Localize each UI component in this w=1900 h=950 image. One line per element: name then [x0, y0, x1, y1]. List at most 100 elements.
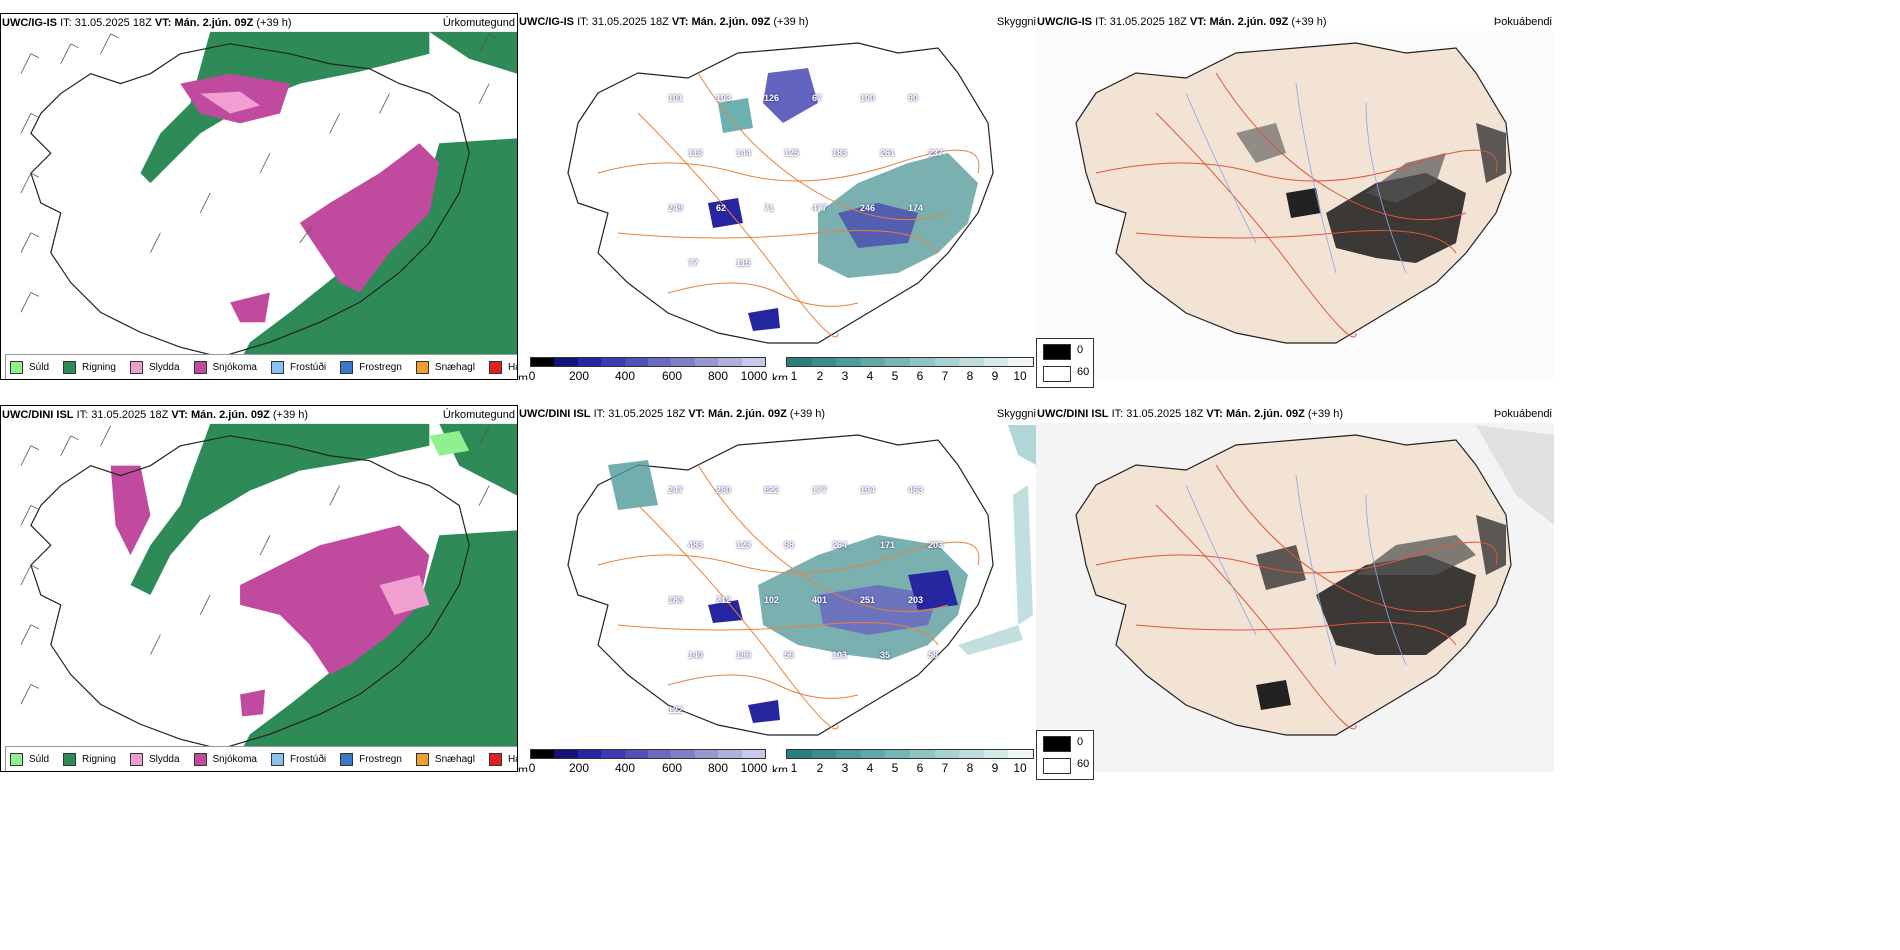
cloud-cover-legend: 0 60 — [1036, 730, 1094, 780]
valid-time: Mán. 2.jún. 09Z — [691, 16, 771, 28]
legend-swatch — [193, 360, 207, 374]
legend-item: Snæhagl — [415, 360, 475, 374]
cloud-swatch-white — [1043, 758, 1071, 774]
visibility-tick: 1 — [790, 369, 798, 380]
height-tick: 400 — [614, 369, 636, 380]
panel-title: Skyggni — [996, 16, 1036, 28]
height-tick: 200 — [568, 761, 590, 772]
model-name: UWC/IG-IS — [2, 17, 57, 29]
visibility-tick: 9 — [991, 369, 999, 380]
visibility-tick: 1 — [790, 761, 798, 772]
panel-header: UWC/DINI ISL IT: 31.05.2025 18Z VT: Mán.… — [518, 405, 1036, 423]
panel-header: UWC/IG-IS IT: 31.05.2025 18Z VT: Mán. 2.… — [1036, 13, 1554, 31]
height-unit: m — [518, 763, 528, 772]
legend-label: Frostúði — [289, 753, 327, 765]
visibility-colorbar: km 1 2 3 4 5 6 7 8 9 10 — [772, 357, 1036, 380]
init-time: 31.05.2025 18Z — [1126, 408, 1204, 420]
cloud-legend-label: 60 — [1077, 758, 1090, 770]
visibility-tick: 4 — [866, 369, 874, 380]
legend-label: Slydda — [148, 361, 180, 373]
visibility-tick: 10 — [1013, 761, 1027, 772]
legend-item: Frostregn — [340, 752, 402, 766]
init-time: 31.05.2025 18Z — [74, 17, 152, 29]
valid-time: Mán. 2.jún. 09Z — [1209, 16, 1289, 28]
legend-swatch — [63, 752, 77, 766]
legend-swatch — [129, 360, 143, 374]
legend-label: Snjókoma — [212, 361, 257, 373]
legend-label: Haglél — [507, 753, 517, 765]
init-time: 31.05.2025 18Z — [591, 16, 669, 28]
init-time-label: IT: — [60, 17, 72, 29]
precip-legend: Súld Rigning Slydda Snjókoma Frostúði Fr… — [5, 746, 517, 771]
fog-index-panel-bottom: UWC/DINI ISL IT: 31.05.2025 18Z VT: Mán.… — [1036, 405, 1554, 772]
legend-label: Súld — [29, 753, 50, 765]
legend-swatch — [488, 360, 502, 374]
precip-type-panel-top: UWC/IG-IS IT: 31.05.2025 18Z VT: Mán. 2.… — [0, 13, 518, 380]
fog-index-panel-top: UWC/IG-IS IT: 31.05.2025 18Z VT: Mán. 2.… — [1036, 13, 1554, 380]
visibility-tick: 6 — [916, 369, 924, 380]
cloud-base-panel-bottom: UWC/DINI ISL IT: 31.05.2025 18Z VT: Mán.… — [518, 405, 1036, 772]
valid-time-label: VT: — [1189, 16, 1207, 28]
valid-time-label: VT: — [688, 408, 705, 420]
height-bar — [530, 357, 766, 367]
init-time-label: IT: — [577, 16, 589, 28]
legend-swatch — [340, 752, 354, 766]
visibility-tick: 10 — [1013, 369, 1027, 380]
lead-time: (+39 h) — [773, 16, 809, 28]
legend-swatch — [129, 752, 143, 766]
height-bar — [530, 749, 766, 759]
panel-title: Þokuábendi — [1493, 16, 1552, 28]
visibility-unit: km — [772, 371, 788, 380]
legend-item: Snjókoma — [193, 752, 257, 766]
visibility-tick: 5 — [891, 761, 899, 772]
panel-header: UWC/IG-IS IT: 31.05.2025 18Z VT: Mán. 2.… — [518, 13, 1036, 31]
legend-item: Frostregn — [340, 360, 402, 374]
init-time: 31.05.2025 18Z — [91, 409, 169, 421]
height-tick: 400 — [614, 761, 636, 772]
legend-swatch — [415, 360, 429, 374]
lead-time: (+39 h) — [1291, 16, 1327, 28]
cloud-swatch-white — [1043, 366, 1071, 382]
legend-label: Snjókoma — [212, 753, 257, 765]
cloud-base-map — [567, 42, 994, 344]
visibility-tick: 9 — [991, 761, 999, 772]
legend-swatch — [270, 360, 284, 374]
cloud-base-map — [567, 425, 1036, 736]
height-colorbar: m 0 200 400 600 800 1000 — [518, 357, 768, 380]
height-tick: 1000 — [740, 369, 768, 380]
height-tick: 200 — [568, 369, 590, 380]
visibility-tick: 3 — [841, 761, 849, 772]
legend-swatch — [10, 360, 23, 374]
lead-time: (+39 h) — [789, 408, 826, 420]
model-name: UWC/DINI ISL — [1037, 408, 1109, 420]
lead-time: (+39 h) — [1307, 408, 1344, 420]
cloud-cover-legend: 0 60 — [1036, 338, 1094, 388]
visibility-tick: 4 — [866, 761, 874, 772]
legend-swatch — [193, 752, 207, 766]
legend-item: Rigning — [63, 752, 116, 766]
visibility-tick: 7 — [941, 761, 949, 772]
cloud-base-panel-top: UWC/IG-IS IT: 31.05.2025 18Z VT: Mán. 2.… — [518, 13, 1036, 380]
height-tick: 1000 — [740, 761, 768, 772]
legend-item: Súld — [10, 752, 50, 766]
visibility-bar — [786, 357, 1034, 367]
height-colorbar: m 0 200 400 600 800 1000 — [518, 749, 768, 772]
visibility-colorbar: km 1 2 3 4 5 6 7 8 9 10 — [772, 749, 1036, 772]
visibility-tick: 7 — [941, 369, 949, 380]
legend-label: Rigning — [82, 361, 116, 373]
legend-item: Frostúði — [270, 752, 327, 766]
model-name: UWC/DINI ISL — [2, 409, 74, 421]
visibility-tick: 8 — [966, 369, 974, 380]
fog-index-map — [1036, 423, 1554, 772]
init-time: 31.05.2025 18Z — [1109, 16, 1187, 28]
valid-time-label: VT: — [171, 409, 188, 421]
precip-type-panel-bottom: UWC/DINI ISL IT: 31.05.2025 18Z VT: Mán.… — [0, 405, 518, 772]
legend-swatch — [488, 752, 502, 766]
legend-swatch — [63, 360, 77, 374]
legend-label: Frostúði — [289, 361, 327, 373]
model-name: UWC/DINI ISL — [519, 408, 591, 420]
height-tick: 600 — [661, 369, 683, 380]
lead-time: (+39 h) — [256, 17, 292, 29]
visibility-unit: km — [772, 763, 788, 772]
init-time-label: IT: — [1111, 408, 1124, 420]
